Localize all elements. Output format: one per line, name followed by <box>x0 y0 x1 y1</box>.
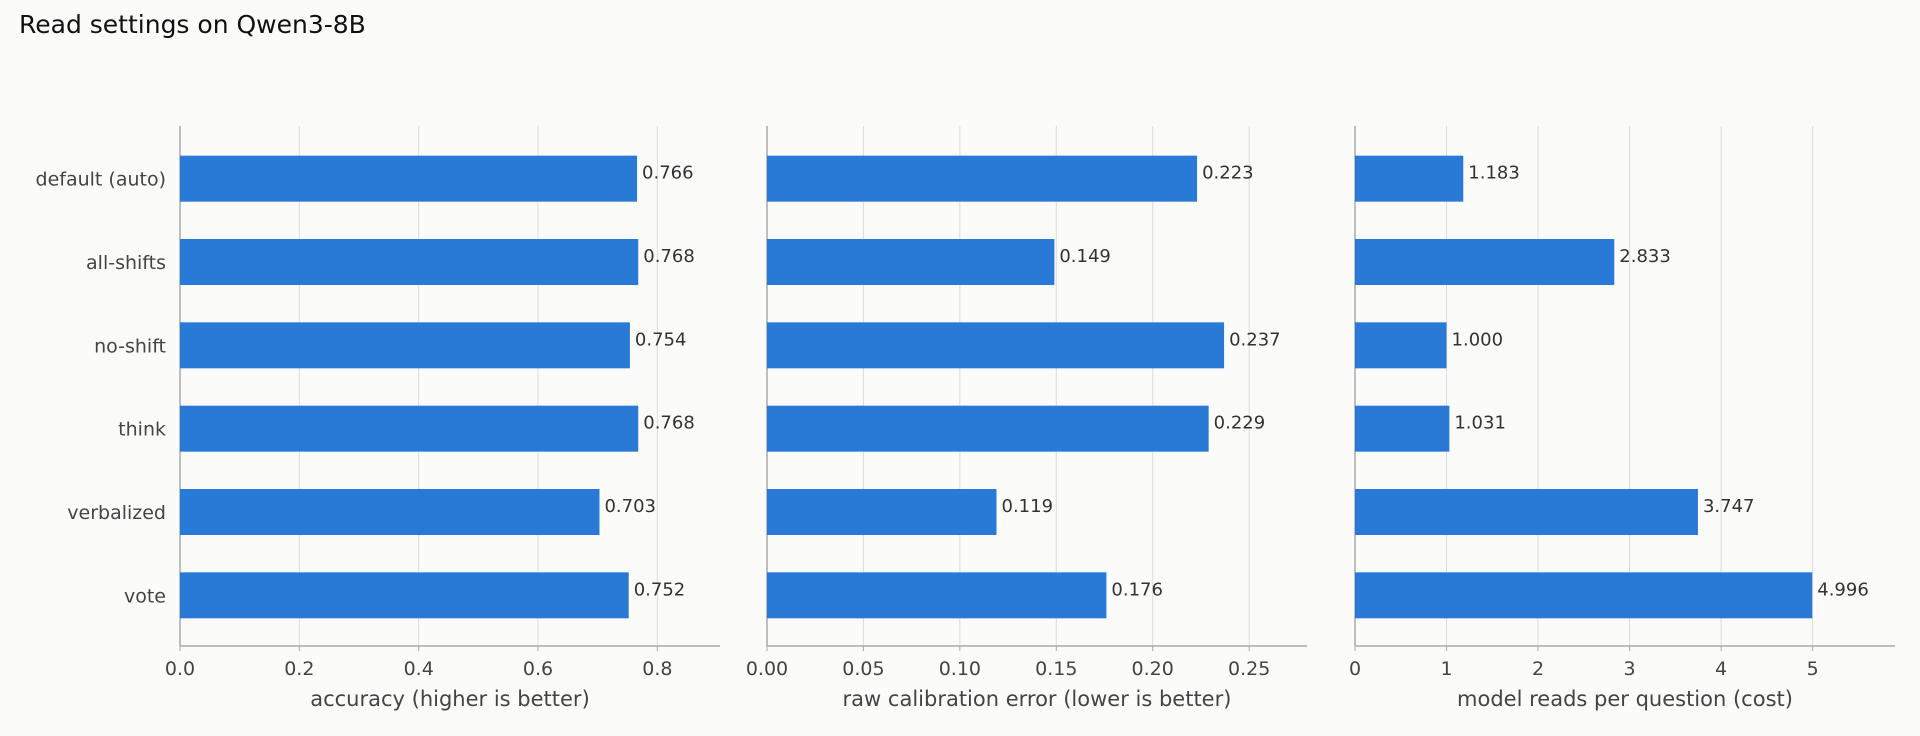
chart-panel-1: 0.0 0.2 0.4 0.6 0.8 accuracy (higher is bette… <box>36 126 720 711</box>
x-tick-label: 0 <box>1349 658 1361 680</box>
bar-verbalized <box>767 489 997 535</box>
category-label: no-shift <box>94 335 166 357</box>
bar-all-shifts <box>767 239 1055 285</box>
x-axis-label: accuracy (higher is better) <box>310 687 590 711</box>
chart-title: Read settings on Qwen3-8B <box>19 10 366 39</box>
data-label: 0.703 <box>604 496 656 517</box>
data-label: 2.833 <box>1619 246 1671 267</box>
data-label: 0.176 <box>1111 579 1163 600</box>
x-tick-label: 0.6 <box>523 658 553 680</box>
data-label: 1.031 <box>1454 413 1506 434</box>
bar-all-shifts <box>180 239 639 285</box>
bar-no-shift <box>1355 322 1447 369</box>
bar-think <box>1355 405 1450 452</box>
data-label: 1.000 <box>1452 329 1504 350</box>
x-tick-label: 0.15 <box>1035 658 1077 680</box>
x-tick-label: 0.4 <box>404 658 434 680</box>
bar-verbalized <box>1355 489 1698 535</box>
data-label: 1.183 <box>1468 163 1520 184</box>
bar-vote <box>767 572 1107 619</box>
x-tick-label: 0.25 <box>1228 658 1270 680</box>
x-tick-label: 5 <box>1807 658 1819 680</box>
bar-no-shift <box>180 322 630 369</box>
data-label: 0.149 <box>1059 246 1111 267</box>
x-tick-label: 4 <box>1715 658 1727 680</box>
x-tick-label: 1 <box>1440 658 1452 680</box>
data-label: 4.996 <box>1817 579 1869 600</box>
bar-think <box>767 405 1209 452</box>
data-label: 0.229 <box>1214 413 1266 434</box>
category-label: all-shifts <box>86 252 166 274</box>
chart-panel-2: 0.00 0.05 0.10 0.15 0.20 0.25 raw calibration … <box>746 126 1307 711</box>
bar-vote <box>1355 572 1813 619</box>
data-label: 0.752 <box>634 579 686 600</box>
chart-panel-3: 0 1 2 3 4 5 model reads per question (cost) 1.1… <box>1349 126 1895 711</box>
x-tick-label: 0.0 <box>165 658 195 680</box>
bar-default-auto <box>767 155 1198 202</box>
bar-all-shifts <box>1355 239 1615 285</box>
x-axis-label: model reads per question (cost) <box>1457 687 1793 711</box>
data-label: 0.223 <box>1202 163 1254 184</box>
x-tick-label: 0.8 <box>642 658 672 680</box>
bar-vote <box>180 572 629 619</box>
x-tick-label: 0.00 <box>746 658 788 680</box>
x-tick-label: 0.20 <box>1132 658 1174 680</box>
category-label: think <box>118 419 166 441</box>
x-tick-label: 3 <box>1624 658 1636 680</box>
bar-no-shift <box>767 322 1225 369</box>
data-label: 0.766 <box>642 163 694 184</box>
category-label: default (auto) <box>36 169 166 191</box>
x-axis-label: raw calibration error (lower is better) <box>843 687 1232 711</box>
data-label: 0.237 <box>1229 329 1281 350</box>
bar-default-auto <box>1355 155 1464 202</box>
data-label: 3.747 <box>1703 496 1755 517</box>
bar-default-auto <box>180 155 638 202</box>
category-label: vote <box>124 585 166 607</box>
data-label: 0.768 <box>643 413 695 434</box>
bar-think <box>180 405 639 452</box>
data-label: 0.119 <box>1002 496 1054 517</box>
x-tick-label: 0.10 <box>939 658 981 680</box>
bar-verbalized <box>180 489 600 535</box>
data-label: 0.754 <box>635 329 687 350</box>
x-tick-label: 0.05 <box>842 658 884 680</box>
x-tick-label: 0.2 <box>284 658 314 680</box>
category-label: verbalized <box>67 502 166 524</box>
x-tick-label: 2 <box>1532 658 1544 680</box>
data-label: 0.768 <box>643 246 695 267</box>
